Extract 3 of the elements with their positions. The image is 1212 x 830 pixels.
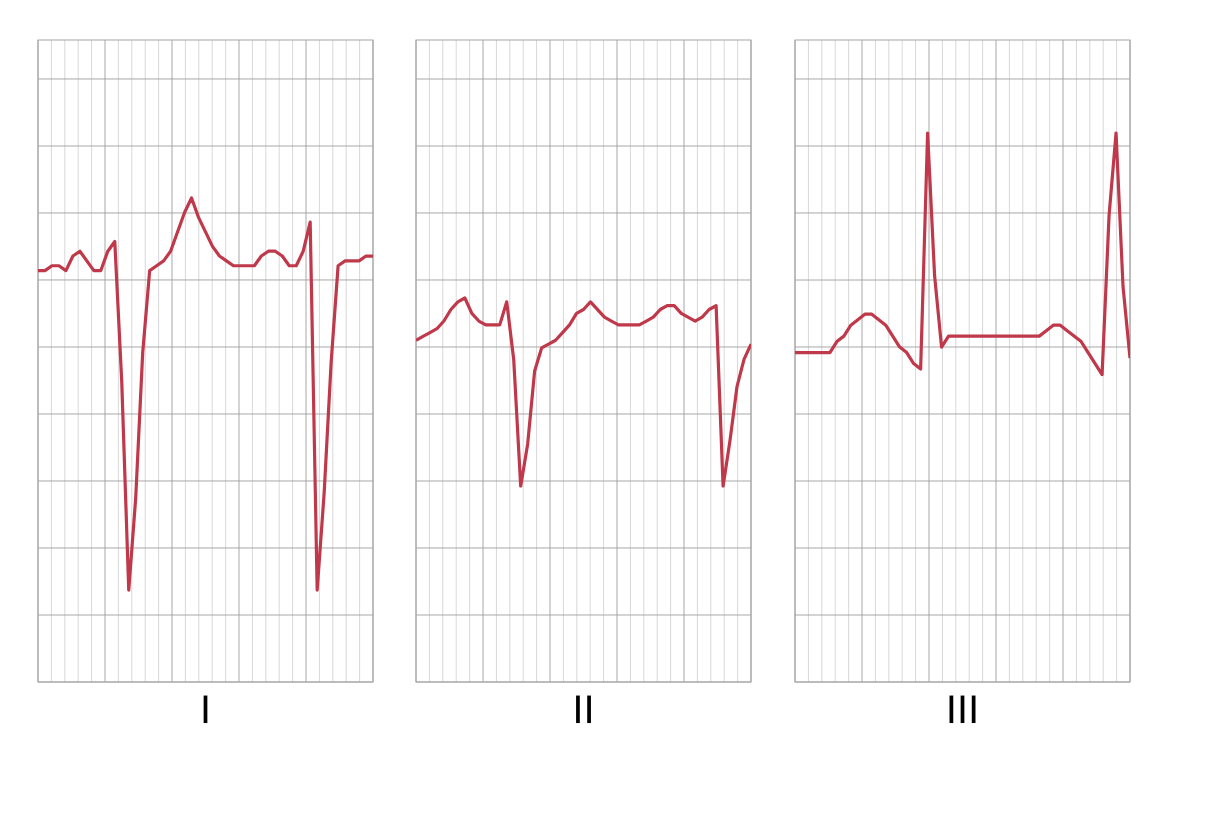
x-axis-title: I — [203, 695, 208, 724]
x-axis-title: II — [576, 695, 591, 724]
x-axis-title: III — [949, 695, 976, 724]
